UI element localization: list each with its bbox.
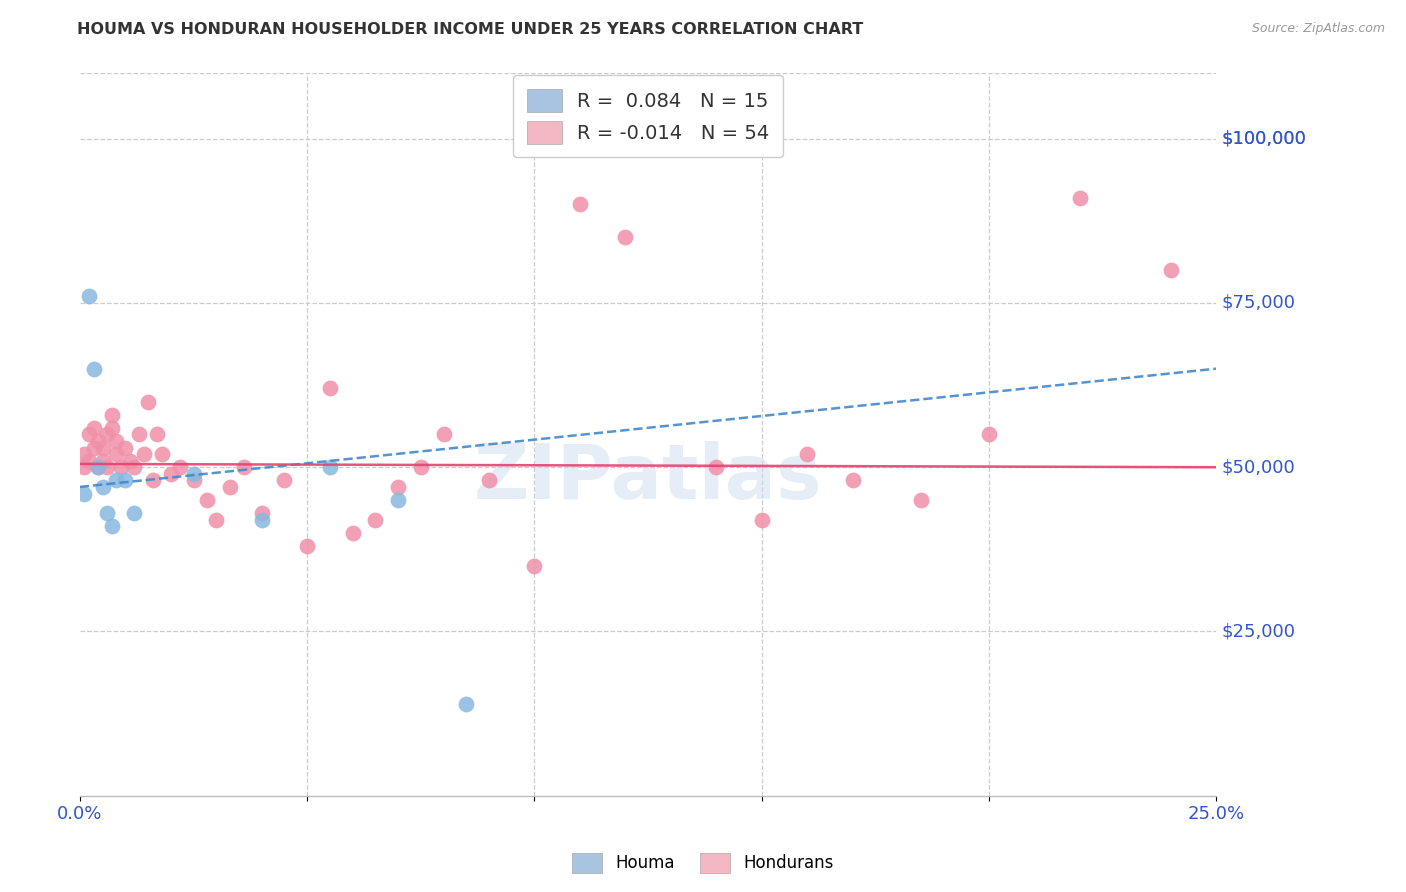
Point bbox=[910, 493, 932, 508]
Point bbox=[96, 427, 118, 442]
Point bbox=[132, 447, 155, 461]
Point bbox=[87, 460, 110, 475]
Point bbox=[568, 197, 591, 211]
Point bbox=[614, 230, 637, 244]
Point bbox=[232, 460, 254, 475]
Point bbox=[841, 474, 863, 488]
Point bbox=[146, 427, 169, 442]
Point bbox=[77, 289, 100, 303]
Point bbox=[91, 453, 114, 467]
Point bbox=[195, 493, 218, 508]
Point bbox=[342, 525, 364, 540]
Point bbox=[796, 447, 818, 461]
Text: Source: ZipAtlas.com: Source: ZipAtlas.com bbox=[1251, 22, 1385, 36]
Point bbox=[110, 460, 132, 475]
Point bbox=[704, 460, 727, 475]
Point bbox=[1160, 263, 1182, 277]
Point bbox=[83, 361, 105, 376]
Point bbox=[169, 460, 191, 475]
Point bbox=[273, 474, 295, 488]
Point bbox=[183, 467, 205, 481]
Point bbox=[100, 519, 122, 533]
Point bbox=[409, 460, 432, 475]
Point bbox=[136, 394, 159, 409]
Point bbox=[73, 460, 96, 475]
Point bbox=[96, 460, 118, 475]
Legend: Houma, Hondurans: Houma, Hondurans bbox=[565, 847, 841, 880]
Point bbox=[105, 434, 128, 448]
Point bbox=[387, 493, 409, 508]
Point bbox=[77, 453, 100, 467]
Point bbox=[96, 506, 118, 520]
Point bbox=[432, 427, 454, 442]
Point bbox=[977, 427, 1000, 442]
Point bbox=[1069, 191, 1091, 205]
Point bbox=[114, 474, 136, 488]
Point bbox=[250, 513, 273, 527]
Point bbox=[319, 381, 342, 395]
Point bbox=[478, 474, 501, 488]
Point bbox=[319, 460, 342, 475]
Point bbox=[73, 447, 96, 461]
Point bbox=[77, 427, 100, 442]
Point bbox=[83, 421, 105, 435]
Point bbox=[118, 453, 141, 467]
Point bbox=[83, 441, 105, 455]
Text: $25,000: $25,000 bbox=[1222, 623, 1296, 640]
Point bbox=[114, 441, 136, 455]
Point bbox=[523, 558, 546, 573]
Point bbox=[205, 513, 228, 527]
Point bbox=[364, 513, 387, 527]
Point bbox=[124, 460, 146, 475]
Point bbox=[751, 513, 773, 527]
Point bbox=[456, 697, 478, 711]
Point bbox=[387, 480, 409, 494]
Point bbox=[100, 408, 122, 422]
Point bbox=[124, 506, 146, 520]
Point bbox=[100, 421, 122, 435]
Text: $50,000: $50,000 bbox=[1222, 458, 1296, 476]
Point bbox=[295, 539, 318, 553]
Point bbox=[73, 486, 96, 500]
Legend: R =  0.084   N = 15, R = -0.014   N = 54: R = 0.084 N = 15, R = -0.014 N = 54 bbox=[513, 76, 783, 157]
Text: $100,000: $100,000 bbox=[1222, 129, 1306, 148]
Text: $100,000: $100,000 bbox=[1222, 129, 1306, 148]
Point bbox=[159, 467, 181, 481]
Text: HOUMA VS HONDURAN HOUSEHOLDER INCOME UNDER 25 YEARS CORRELATION CHART: HOUMA VS HONDURAN HOUSEHOLDER INCOME UND… bbox=[77, 22, 863, 37]
Point bbox=[91, 441, 114, 455]
Point bbox=[250, 506, 273, 520]
Point bbox=[128, 427, 150, 442]
Point bbox=[87, 460, 110, 475]
Text: ZIPatlas: ZIPatlas bbox=[474, 441, 823, 515]
Point bbox=[142, 474, 165, 488]
Text: $75,000: $75,000 bbox=[1222, 294, 1296, 312]
Point bbox=[183, 474, 205, 488]
Point bbox=[105, 447, 128, 461]
Point bbox=[150, 447, 173, 461]
Point bbox=[87, 434, 110, 448]
Point bbox=[91, 480, 114, 494]
Point bbox=[105, 474, 128, 488]
Point bbox=[218, 480, 240, 494]
